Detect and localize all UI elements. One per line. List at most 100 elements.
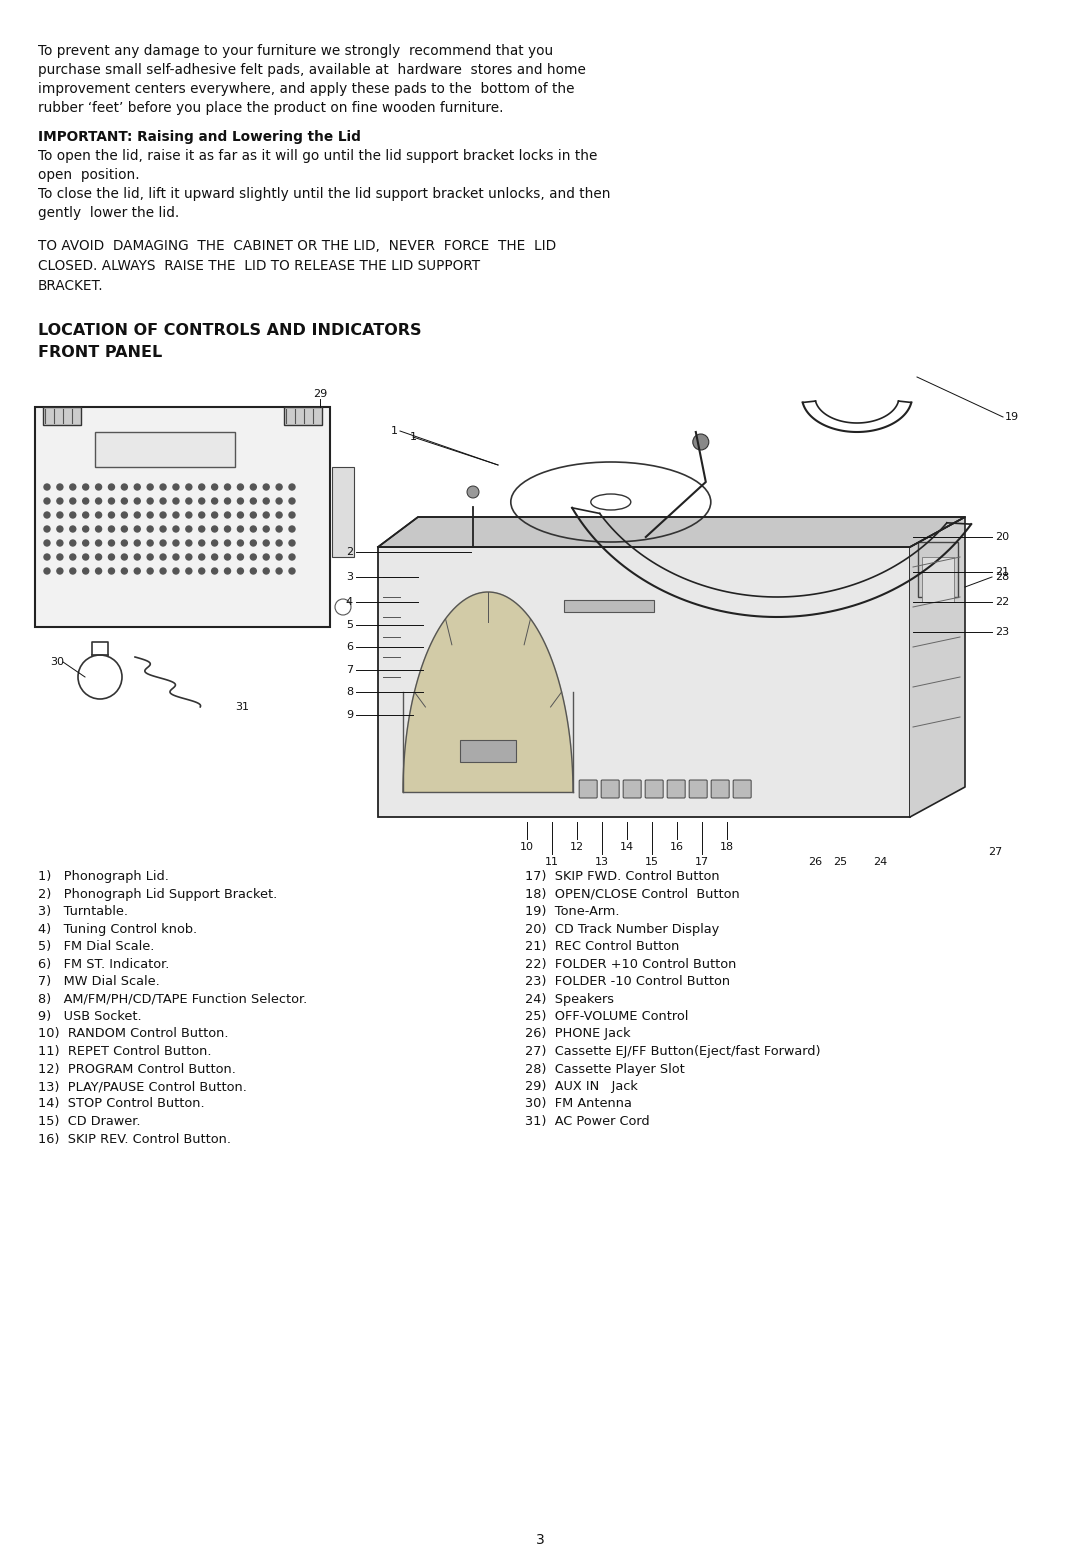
Bar [35,408,330,627]
Text: FRONT PANEL: FRONT PANEL [38,345,162,361]
Text: rubber ‘feet’ before you place the product on fine wooden furniture.: rubber ‘feet’ before you place the produ… [38,100,503,114]
Text: 7: 7 [346,665,353,674]
Text: 11)  REPET Control Button.: 11) REPET Control Button. [38,1044,212,1058]
Text: 9)   USB Socket.: 9) USB Socket. [38,1010,141,1022]
Text: 6: 6 [346,641,353,652]
Circle shape [83,554,89,560]
Circle shape [251,499,256,503]
Circle shape [186,539,192,546]
Text: 9: 9 [346,710,353,720]
Circle shape [173,539,179,546]
Bar [378,547,910,817]
Circle shape [289,485,295,491]
Text: To prevent any damage to your furniture we strongly  recommend that you: To prevent any damage to your furniture … [38,44,553,58]
Circle shape [225,539,230,546]
Circle shape [95,539,102,546]
Polygon shape [378,517,966,547]
Circle shape [264,568,269,574]
Circle shape [108,513,114,517]
Text: gently  lower the lid.: gently lower the lid. [38,205,179,220]
Bar [332,467,354,557]
Text: 6)   FM ST. Indicator.: 6) FM ST. Indicator. [38,958,170,971]
Circle shape [83,525,89,532]
Text: TO AVOID  DAMAGING  THE  CABINET OR THE LID,  NEVER  FORCE  THE  LID: TO AVOID DAMAGING THE CABINET OR THE LID… [38,238,556,252]
Circle shape [44,554,50,560]
Circle shape [95,499,102,503]
Circle shape [238,539,243,546]
Circle shape [251,568,256,574]
Circle shape [173,554,179,560]
Circle shape [238,499,243,503]
Circle shape [186,485,192,491]
Text: 21: 21 [995,568,1009,577]
Circle shape [121,499,127,503]
FancyBboxPatch shape [689,779,707,798]
Text: 26)  PHONE Jack: 26) PHONE Jack [525,1027,631,1041]
Circle shape [173,485,179,491]
Text: 19)  Tone-Arm.: 19) Tone-Arm. [525,905,620,917]
Text: 4: 4 [346,597,353,607]
Text: 21)  REC Control Button: 21) REC Control Button [525,939,679,953]
Circle shape [108,525,114,532]
Circle shape [134,525,140,532]
Circle shape [276,513,282,517]
Circle shape [212,485,218,491]
Circle shape [199,525,205,532]
Text: 17)  SKIP FWD. Control Button: 17) SKIP FWD. Control Button [525,870,719,883]
Circle shape [276,568,282,574]
Text: 2)   Phonograph Lid Support Bracket.: 2) Phonograph Lid Support Bracket. [38,887,278,900]
Circle shape [160,568,166,574]
FancyBboxPatch shape [623,779,642,798]
Text: 20: 20 [995,532,1009,543]
Text: To close the lid, lift it upward slightly until the lid support bracket unlocks,: To close the lid, lift it upward slightl… [38,187,610,201]
Circle shape [95,513,102,517]
Circle shape [199,499,205,503]
Circle shape [134,499,140,503]
Text: 22)  FOLDER +10 Control Button: 22) FOLDER +10 Control Button [525,958,737,971]
Polygon shape [403,593,573,792]
Circle shape [134,513,140,517]
Circle shape [289,568,295,574]
Text: 30: 30 [50,657,64,666]
Circle shape [44,499,50,503]
Circle shape [238,513,243,517]
Circle shape [121,485,127,491]
Circle shape [276,539,282,546]
Circle shape [83,513,89,517]
Circle shape [70,539,76,546]
Text: 12)  PROGRAM Control Button.: 12) PROGRAM Control Button. [38,1063,235,1076]
Circle shape [147,568,153,574]
Circle shape [264,539,269,546]
Circle shape [95,554,102,560]
Circle shape [467,486,480,499]
Text: 24: 24 [873,858,887,867]
Text: 16)  SKIP REV. Control Button.: 16) SKIP REV. Control Button. [38,1132,231,1146]
Circle shape [70,525,76,532]
Text: 31: 31 [235,702,249,712]
Circle shape [83,539,89,546]
FancyBboxPatch shape [602,779,619,798]
Circle shape [134,554,140,560]
Circle shape [276,525,282,532]
Circle shape [212,554,218,560]
Circle shape [147,539,153,546]
Circle shape [186,513,192,517]
Circle shape [160,485,166,491]
Text: 18: 18 [720,842,734,851]
Circle shape [276,554,282,560]
Circle shape [147,554,153,560]
Circle shape [186,554,192,560]
Text: purchase small self-adhesive felt pads, available at  hardware  stores and home: purchase small self-adhesive felt pads, … [38,63,585,77]
FancyBboxPatch shape [711,779,729,798]
Circle shape [199,485,205,491]
Circle shape [108,539,114,546]
Polygon shape [910,517,966,817]
Text: 1: 1 [409,433,417,442]
Bar [918,543,958,597]
Circle shape [289,539,295,546]
Circle shape [70,499,76,503]
Circle shape [251,554,256,560]
Circle shape [692,434,708,450]
Text: 20)  CD Track Number Display: 20) CD Track Number Display [525,922,719,936]
Text: 5: 5 [346,619,353,630]
